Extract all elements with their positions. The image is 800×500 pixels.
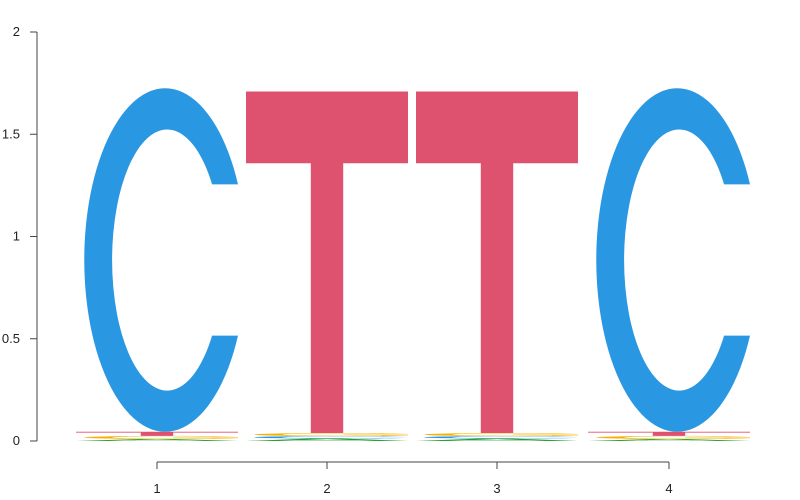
letter-G-pos-1: [84, 435, 238, 439]
letter-A-pos-3: [416, 438, 578, 441]
letter-T-pos-3: [416, 91, 578, 434]
y-tick-label: 1: [13, 229, 20, 244]
y-tick-label: 0: [13, 433, 20, 448]
letter-A-pos-1: [76, 438, 238, 441]
letter-A-pos-4: [588, 438, 750, 441]
letter-T-pos-2: [246, 91, 408, 434]
y-axis: 0 0.5 1 1.5 2: [2, 24, 38, 448]
x-tick-label: 3: [493, 481, 500, 496]
letter-C-pos-3: [424, 436, 578, 439]
y-tick-label: 0.5: [2, 331, 20, 346]
letter-G-pos-2: [254, 433, 408, 437]
y-tick-label: 1.5: [2, 126, 20, 141]
x-tick-label: 2: [323, 481, 330, 496]
x-tick-label: 4: [665, 481, 672, 496]
logo-letters: [76, 88, 750, 441]
letter-C-pos-2: [254, 436, 408, 439]
letter-T-pos-1: [76, 431, 238, 436]
letter-G-pos-4: [596, 435, 750, 439]
x-axis: 1 2 3 4: [153, 461, 673, 496]
letter-G-pos-3: [424, 433, 578, 437]
x-tick-label: 1: [153, 481, 160, 496]
letter-T-pos-4: [588, 431, 750, 436]
letter-A-pos-2: [246, 438, 408, 441]
letter-C-pos-1: [84, 88, 238, 432]
letter-C-pos-4: [596, 88, 750, 432]
y-tick-label: 2: [13, 24, 20, 39]
